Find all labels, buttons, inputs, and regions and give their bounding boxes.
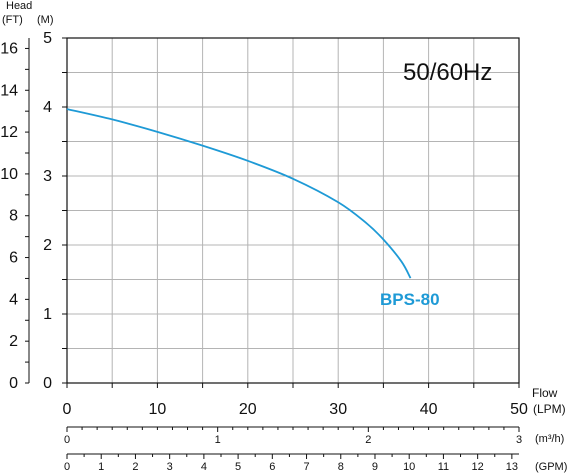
x-m3h-tick-label: 3: [516, 434, 522, 446]
y-m-tick-label: 1: [43, 306, 52, 323]
y-m-tick-label: 2: [43, 237, 52, 254]
y-ft-tick-label: 0: [9, 375, 18, 392]
y-ft-tick-label: 6: [9, 250, 18, 267]
x-lpm-tick-label: 0: [63, 401, 72, 418]
unit-ft-label: (FT): [2, 14, 23, 26]
y-ft-tick-label: 8: [9, 208, 18, 225]
flow-label: Flow: [532, 386, 558, 400]
y-ft-tick-label: 14: [0, 82, 18, 99]
axes: [25, 37, 520, 459]
x-gpm-tick-label: 2: [132, 461, 138, 473]
y-ft-tick-label: 2: [9, 333, 18, 350]
y-m-tick-label: 3: [43, 168, 52, 185]
x-gpm-tick-label: 10: [403, 461, 415, 473]
x-m3h-tick-label: 1: [215, 434, 221, 446]
y-m-tick-label: 5: [43, 30, 52, 47]
x-gpm-tick-label: 12: [472, 461, 484, 473]
y-m-tick-label: 0: [43, 375, 52, 392]
y-ft-tick-label: 4: [9, 291, 18, 308]
x-m3h-tick-label: 0: [64, 434, 70, 446]
unit-m-label: (M): [37, 14, 54, 26]
frequency-annotation: 50/60Hz: [403, 59, 492, 86]
x-gpm-tick-label: 3: [167, 461, 173, 473]
unit-lpm-label: (LPM): [533, 402, 566, 416]
x-gpm-tick-label: 9: [372, 461, 378, 473]
series-lines: [66, 108, 412, 279]
series-line-bps-80: [66, 108, 412, 279]
series-label-bps-80: BPS-80: [380, 290, 440, 309]
x-gpm-tick-label: 4: [201, 461, 207, 473]
x-gpm-tick-label: 5: [235, 461, 241, 473]
unit-m3h-label: (m³/h): [535, 433, 564, 445]
y-ft-tick-label: 12: [0, 124, 18, 141]
head-label: Head: [6, 0, 32, 12]
y-m-tick-label: 4: [43, 99, 52, 116]
unit-gpm-label: (GPM): [535, 461, 567, 473]
x-gpm-tick-label: 7: [303, 461, 309, 473]
x-gpm-tick-label: 11: [438, 461, 449, 473]
x-gpm-tick-label: 1: [98, 461, 104, 473]
x-lpm-tick-label: 50: [510, 401, 528, 418]
x-lpm-tick-label: 30: [329, 401, 347, 418]
x-gpm-tick-label: 0: [64, 461, 70, 473]
x-lpm-tick-label: 20: [239, 401, 257, 418]
x-lpm-tick-label: 40: [420, 401, 438, 418]
x-gpm-tick-label: 13: [506, 461, 518, 473]
y-ft-tick-label: 10: [0, 166, 18, 183]
x-m3h-tick-label: 2: [365, 434, 371, 446]
x-lpm-tick-label: 10: [149, 401, 167, 418]
x-gpm-tick-label: 8: [338, 461, 344, 473]
grid: [67, 38, 519, 383]
y-ft-tick-label: 16: [0, 40, 18, 57]
x-gpm-tick-label: 6: [269, 461, 275, 473]
